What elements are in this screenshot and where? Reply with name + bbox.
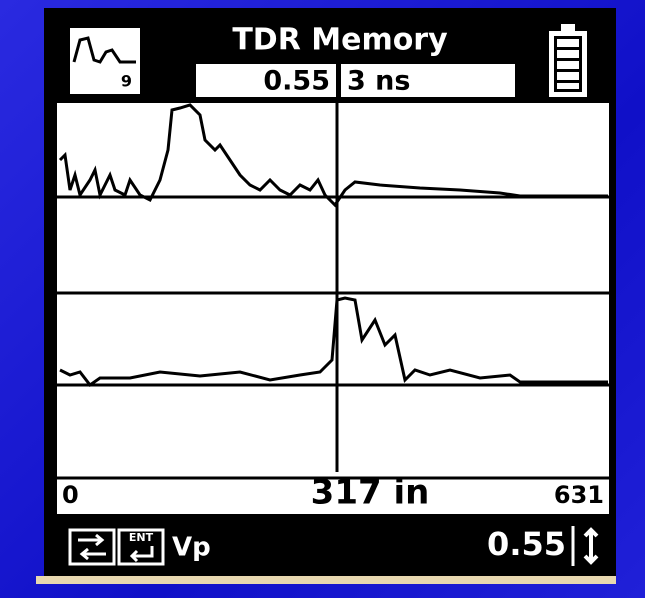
range-value: 3 ns xyxy=(347,66,410,97)
enter-arrow xyxy=(129,546,154,563)
footer-bar xyxy=(57,514,609,572)
adjust-arrow xyxy=(571,526,599,566)
enter-key-label: ENT xyxy=(129,531,154,544)
scale-start: 0 xyxy=(62,481,79,509)
title: TDR Memory xyxy=(232,23,448,58)
vp-value: 0.55 xyxy=(263,66,330,97)
info-divider xyxy=(336,64,341,97)
swap-key xyxy=(68,528,116,566)
info-box xyxy=(196,64,515,97)
enter-key xyxy=(117,528,165,566)
icon-wave xyxy=(72,36,136,64)
cursor-distance: 317 in xyxy=(311,473,430,513)
param-label: Vp xyxy=(172,533,211,563)
battery-icon xyxy=(549,24,587,97)
scale-end: 631 xyxy=(554,481,604,509)
bezel-edge xyxy=(36,576,616,584)
icon-label: 9 xyxy=(121,72,132,91)
param-value: 0.55 xyxy=(487,525,566,563)
trace-upper xyxy=(58,103,608,208)
trace-lower xyxy=(59,296,608,388)
